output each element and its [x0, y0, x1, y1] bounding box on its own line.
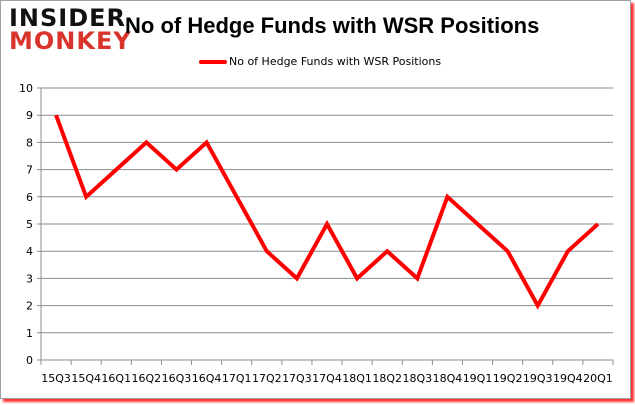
- x-tick-label: 16Q4: [192, 372, 222, 385]
- x-tick-label: 17Q1: [222, 372, 252, 385]
- y-tick-label: 5: [26, 218, 33, 231]
- x-tick-label: 15Q3: [41, 372, 71, 385]
- y-tick-label: 9: [26, 109, 33, 122]
- x-tick-label: 19Q3: [523, 372, 553, 385]
- x-tick-label: 16Q1: [101, 372, 131, 385]
- x-tick-label: 19Q4: [553, 372, 583, 385]
- x-tick-label: 16Q2: [132, 372, 162, 385]
- x-tick-label: 20Q1: [583, 372, 613, 385]
- legend-swatch: [199, 59, 227, 64]
- x-tick-label: 17Q2: [252, 372, 282, 385]
- y-tick-label: 1: [26, 327, 33, 340]
- x-tick-label: 15Q4: [71, 372, 101, 385]
- y-tick-label: 10: [19, 82, 33, 95]
- chart-frame: INSIDER MONKEY No of Hedge Funds with WS…: [0, 0, 631, 399]
- x-tick-label: 18Q1: [342, 372, 372, 385]
- x-tick-label: 19Q2: [493, 372, 523, 385]
- y-tick-label: 0: [26, 354, 33, 367]
- legend-label: No of Hedge Funds with WSR Positions: [229, 55, 442, 68]
- logo-line1: INSIDER: [9, 4, 127, 32]
- x-tick-label: 18Q4: [433, 372, 463, 385]
- series-line: [54, 114, 600, 310]
- y-tick-label: 4: [26, 245, 33, 258]
- y-tick-label: 2: [26, 300, 33, 313]
- y-tick-label: 8: [26, 136, 33, 149]
- chart-title: No of Hedge Funds with WSR Positions: [125, 13, 540, 38]
- x-tick-label: 16Q3: [162, 372, 192, 385]
- plot-area: 0 1 2 3 4 5 6 7 8 9 10 15Q3 15Q4 16Q1 16Q2 16Q3 16Q4 17Q1…: [19, 82, 614, 385]
- y-tick-label: 6: [26, 191, 33, 204]
- x-tick-label: 18Q2: [372, 372, 402, 385]
- legend: No of Hedge Funds with WSR Positions: [199, 55, 441, 68]
- insider-monkey-logo: INSIDER MONKEY: [9, 4, 132, 55]
- x-tick-label: 18Q3: [402, 372, 432, 385]
- y-tick-label: 3: [26, 272, 33, 285]
- x-tick-label: 19Q1: [463, 372, 493, 385]
- y-tick-label: 7: [26, 164, 33, 177]
- x-tick-label: 17Q4: [312, 372, 342, 385]
- logo-line2: MONKEY: [9, 27, 132, 55]
- x-tick-label: 17Q3: [282, 372, 312, 385]
